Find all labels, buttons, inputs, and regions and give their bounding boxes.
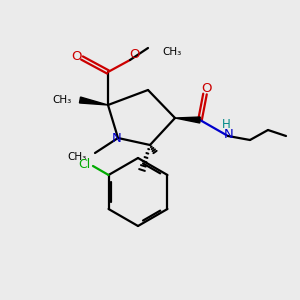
Text: O: O [202,82,212,94]
Text: H: H [222,118,230,131]
Text: N: N [112,131,122,145]
Text: O: O [71,50,81,62]
Polygon shape [80,97,108,105]
Text: Cl: Cl [79,158,91,170]
Polygon shape [175,117,200,123]
Text: CH₃: CH₃ [68,152,87,162]
Text: CH₃: CH₃ [53,95,72,105]
Text: N: N [224,128,234,142]
Text: O: O [130,49,140,62]
Text: CH₃: CH₃ [162,47,181,57]
